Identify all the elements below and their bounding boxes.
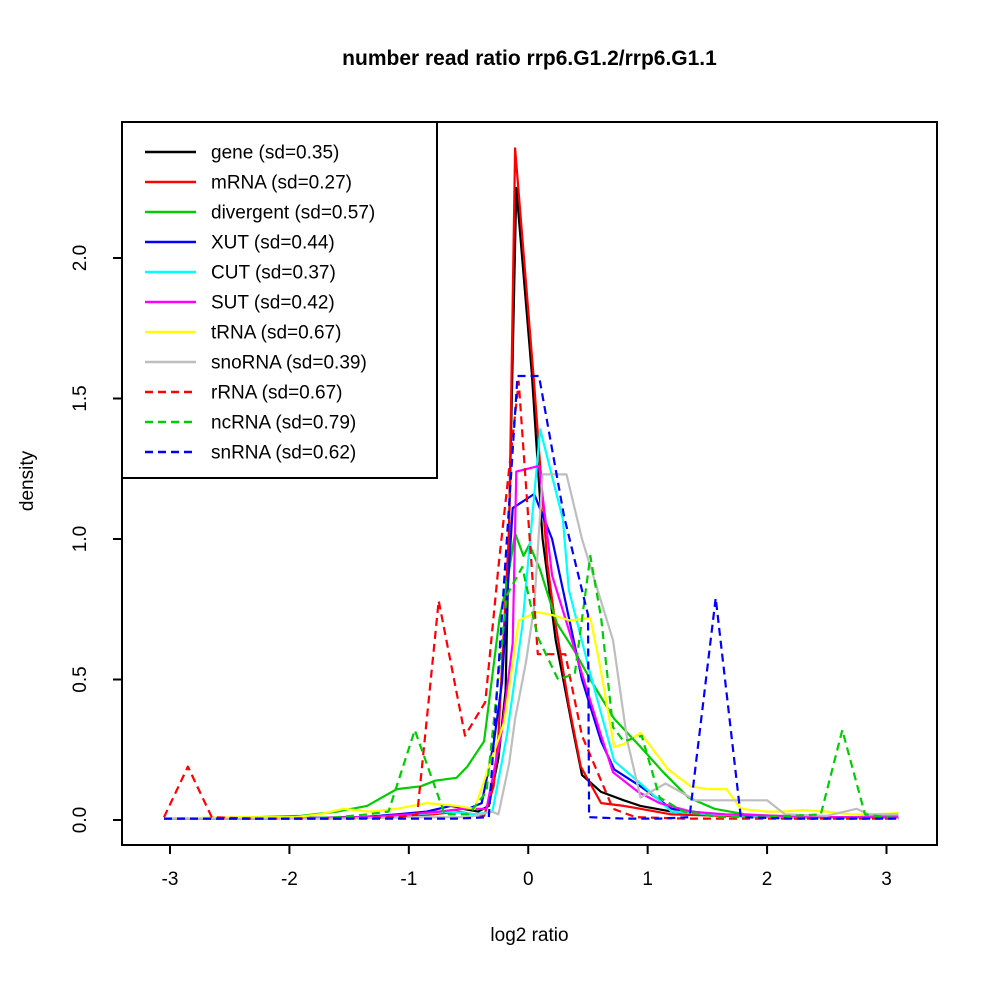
- plot-box: [121, 121, 938, 846]
- x-tick-label: -3: [162, 869, 179, 890]
- curve-tRNA: [163, 610, 899, 820]
- y-axis-label: density: [17, 450, 38, 512]
- y-tick-label: 2.0: [70, 245, 91, 271]
- legend-label-SUT: SUT (sd=0.42): [211, 293, 335, 314]
- y-tick-label: 1.0: [70, 526, 91, 552]
- legend-label-XUT: XUT (sd=0.44): [211, 233, 335, 254]
- x-tick-label: -1: [400, 869, 417, 890]
- x-tick-label: 0: [523, 869, 534, 890]
- curve-SUT: [164, 464, 899, 820]
- x-tick-label: 3: [881, 869, 892, 890]
- y-tick-label: 1.5: [70, 385, 91, 411]
- legend-label-rRNA: rRNA (sd=0.67): [211, 383, 342, 404]
- legend-label-snoRNA: snoRNA (sd=0.39): [211, 353, 367, 374]
- legend-label-snRNA: snRNA (sd=0.62): [211, 443, 356, 464]
- legend-box: [121, 121, 438, 479]
- curve-divergent: [163, 532, 899, 820]
- chart-title: number read ratio rrp6.G1.2/rrp6.G1.1: [342, 47, 717, 70]
- y-tick-label: 0.0: [70, 807, 91, 833]
- curve-ncRNA: [164, 554, 899, 820]
- legend-label-tRNA: tRNA (sd=0.67): [211, 323, 341, 344]
- legend-label-ncRNA: ncRNA (sd=0.79): [211, 413, 356, 434]
- x-axis-label: log2 ratio: [490, 925, 569, 946]
- legend-label-CUT: CUT (sd=0.37): [211, 263, 336, 284]
- legend-label-gene: gene (sd=0.35): [211, 143, 339, 164]
- legend-label-divergent: divergent (sd=0.57): [211, 203, 375, 224]
- curve-mRNA: [164, 147, 899, 820]
- legend-label-mRNA: mRNA (sd=0.27): [211, 173, 352, 194]
- curve-snoRNA: [164, 473, 899, 820]
- curve-snRNA: [164, 374, 899, 820]
- x-tick-label: 2: [762, 869, 773, 890]
- curve-XUT: [164, 492, 899, 820]
- x-tick-label: -2: [281, 869, 298, 890]
- y-tick-label: 0.5: [70, 666, 91, 692]
- x-tick-label: 1: [642, 869, 653, 890]
